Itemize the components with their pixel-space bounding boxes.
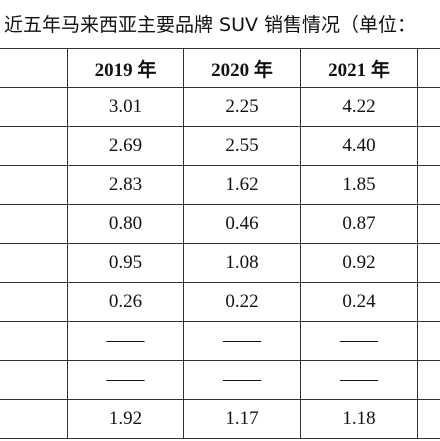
table-cell: [418, 205, 440, 244]
table-cell: [0, 88, 68, 127]
table-cell: [418, 166, 440, 205]
table-cell: 1.08: [184, 244, 301, 283]
table-cell: [0, 127, 68, 166]
header-cell: 2019 年: [68, 48, 184, 88]
table-cell: 0.24: [301, 283, 418, 322]
table-cell: 4.40: [301, 127, 418, 166]
table-cell: [0, 166, 68, 205]
table-cell: 1.17: [184, 400, 301, 439]
header-cell: [418, 48, 440, 88]
table-cell: 1.18: [301, 400, 418, 439]
table-cell: ——: [68, 322, 184, 361]
table-cell: 0.22: [184, 283, 301, 322]
table-title: 近五年马来西亚主要品牌 SUV 销售情况（单位：: [4, 14, 417, 36]
header-cell: 2021 年: [301, 48, 418, 88]
table-cell: [0, 244, 68, 283]
table-cell: 1.92: [68, 400, 184, 439]
table-cell: [418, 88, 440, 127]
table-cell: ——: [301, 322, 418, 361]
table-cell: [418, 127, 440, 166]
table-cell: [0, 205, 68, 244]
table-cell: 1.85: [301, 166, 418, 205]
table-cell: 0.92: [301, 244, 418, 283]
table-cell: 0.26: [68, 283, 184, 322]
table-cell: 0.46: [184, 205, 301, 244]
table-cell: ——: [184, 322, 301, 361]
table-cell: [418, 361, 440, 400]
table-cell: ——: [301, 361, 418, 400]
table-cell: 2.83: [68, 166, 184, 205]
table-cell: [0, 361, 68, 400]
table-cell: 0.80: [68, 205, 184, 244]
table-cell: 0.95: [68, 244, 184, 283]
header-cell: [0, 48, 68, 88]
table-cell: ——: [184, 361, 301, 400]
header-cell: 2020 年: [184, 48, 301, 88]
table-cell: [418, 283, 440, 322]
table-cell: [0, 400, 68, 439]
table-cell: 3.01: [68, 88, 184, 127]
table-cell: 2.55: [184, 127, 301, 166]
table-cell: 2.69: [68, 127, 184, 166]
table-cell: [0, 322, 68, 361]
table-cell: 1.62: [184, 166, 301, 205]
table-cell: 2.25: [184, 88, 301, 127]
table-cell: 0.87: [301, 205, 418, 244]
table-cell: [418, 322, 440, 361]
table-cell: [418, 244, 440, 283]
table-cell: 4.22: [301, 88, 418, 127]
table-cell: [418, 400, 440, 439]
table-cell: [0, 283, 68, 322]
table-cell: ——: [68, 361, 184, 400]
